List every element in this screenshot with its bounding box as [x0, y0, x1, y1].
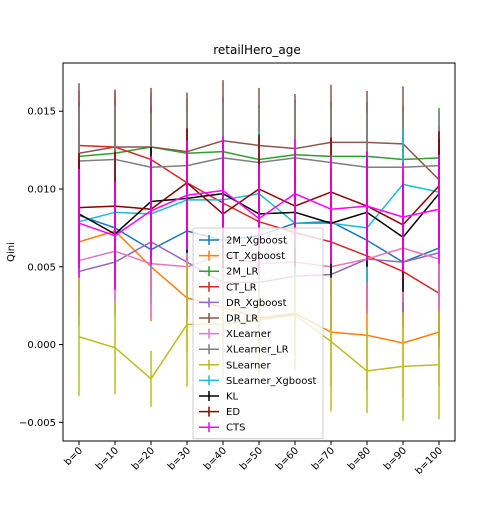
- legend-label: ED: [226, 407, 240, 418]
- legend-label: 2M_Xgboost: [226, 236, 287, 247]
- legend-box: [192, 227, 324, 440]
- legend-label: SLearner: [226, 360, 271, 371]
- legend-entry: ED: [199, 406, 240, 418]
- legend-entry: 2M_LR: [199, 266, 259, 278]
- chart-title: retailHero_age: [213, 43, 301, 57]
- legend-label: DR_LR: [226, 314, 258, 325]
- y-tick-label: −0.005: [19, 418, 56, 429]
- y-axis-label: Qini: [6, 242, 17, 262]
- series-line: [78, 189, 440, 237]
- legend-entry: XLearner_LR: [199, 344, 289, 356]
- legend-entry: SLearner_Xgboost: [199, 375, 317, 387]
- y-tick-label: 0.010: [27, 185, 56, 196]
- legend-entry: XLearner: [199, 328, 272, 340]
- legend-label: XLearner_LR: [226, 345, 289, 356]
- legend-entry: CT_Xgboost: [199, 250, 285, 262]
- legend-label: CT_LR: [226, 282, 257, 293]
- legend-label: CTS: [226, 423, 245, 434]
- legend-entry: DR_LR: [199, 313, 258, 325]
- legend-label: SLearner_Xgboost: [226, 376, 317, 387]
- y-tick-label: 0.000: [27, 340, 56, 351]
- legend-label: DR_Xgboost: [226, 298, 287, 309]
- legend-entry: CTS: [199, 422, 245, 434]
- legend-label: 2M_LR: [226, 267, 259, 278]
- legend-entry: 2M_Xgboost: [199, 235, 287, 247]
- legend-label: XLearner: [226, 329, 272, 340]
- legend-label: KL: [226, 392, 239, 403]
- legend-entry: DR_Xgboost: [199, 297, 287, 309]
- plot-area: [78, 80, 440, 421]
- y-tick-label: 0.005: [27, 262, 56, 273]
- legend-entry: KL: [199, 391, 239, 403]
- legend-label: CT_Xgboost: [226, 251, 285, 262]
- y-tick-label: 0.015: [27, 107, 56, 118]
- legend: 2M_Xgboost CT_Xgboost 2M_LR CT_LR DR_Xgboost…: [192, 227, 324, 440]
- legend-entry: SLearner: [199, 359, 271, 371]
- legend-entry: CT_LR: [199, 281, 257, 293]
